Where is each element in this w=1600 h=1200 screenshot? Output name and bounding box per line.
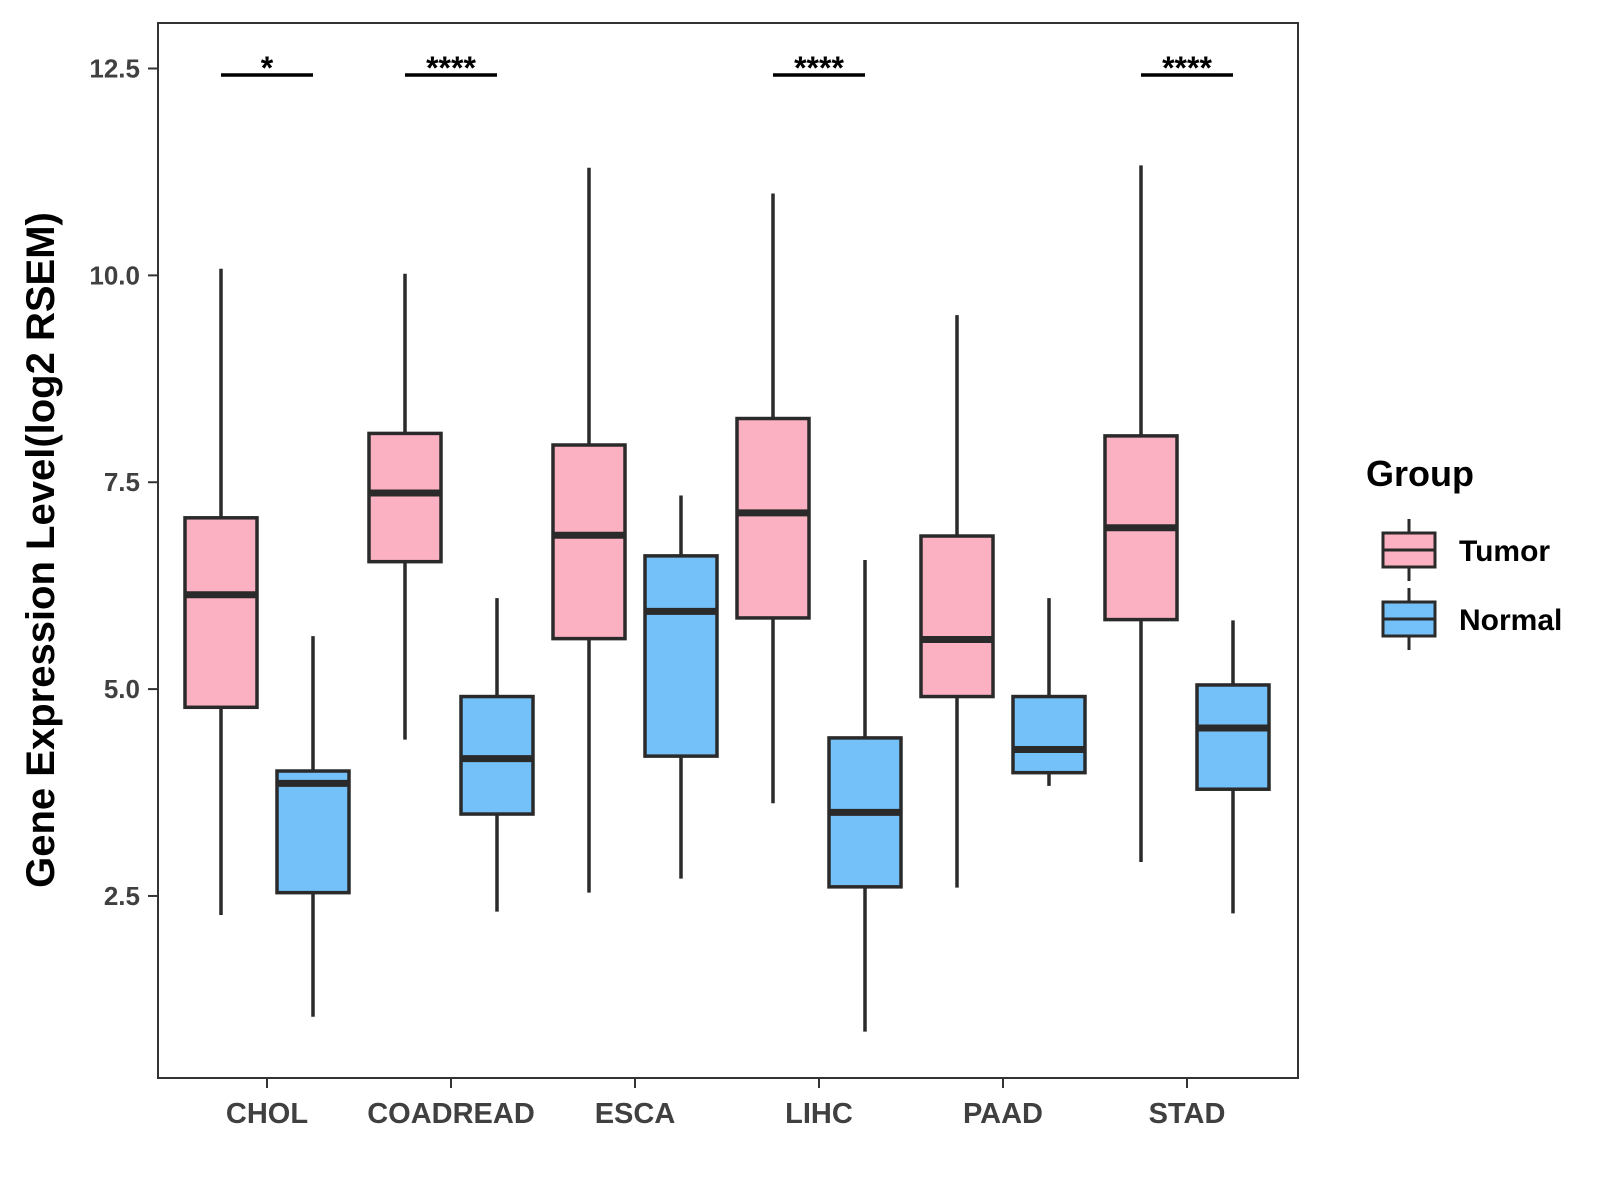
significance-label: ****	[1162, 50, 1212, 86]
box-body	[735, 416, 811, 620]
x-tick-label: PAAD	[963, 1098, 1043, 1130]
box-normal-esca	[643, 495, 719, 879]
significance-label: *	[261, 50, 274, 86]
y-axis-title: Gene Expression Level(log2 RSEM)	[19, 212, 63, 888]
y-tick-label: 10.0	[89, 260, 140, 290]
significance-chol: *	[221, 50, 313, 86]
box-tumor-paad	[919, 315, 995, 888]
box-normal-chol	[275, 636, 351, 1017]
y-tick-label: 7.5	[104, 467, 140, 497]
box-normal-lihc	[827, 560, 903, 1032]
y-tick-label: 5.0	[104, 674, 140, 704]
y-tick-label: 2.5	[104, 881, 140, 911]
box-body	[183, 516, 259, 710]
panel-border	[157, 22, 1299, 1079]
legend-label: Tumor	[1459, 535, 1550, 568]
box-body	[643, 554, 719, 758]
legend-title: Group	[1366, 453, 1474, 494]
significance-stad: ****	[1141, 50, 1233, 86]
legend: Group Tumor Normal	[1366, 453, 1562, 650]
box-layer	[183, 165, 1271, 1032]
significance-layer: * **** **** ****	[221, 50, 1233, 86]
y-tick-label: 12.5	[89, 54, 140, 84]
x-tick-label: LIHC	[785, 1098, 853, 1130]
significance-label: ****	[426, 50, 476, 86]
legend-label: Normal	[1459, 604, 1562, 637]
x-tick-label: COADREAD	[367, 1098, 535, 1130]
box-normal-stad	[1195, 620, 1271, 914]
x-axis: CHOL COADREAD ESCA LIHC PAAD STAD	[226, 1078, 1225, 1130]
box-normal-coadread	[459, 598, 535, 912]
x-tick-label: CHOL	[226, 1098, 308, 1130]
significance-lihc: ****	[773, 50, 865, 86]
box-body	[551, 443, 627, 641]
box-tumor-lihc	[735, 193, 811, 804]
box-tumor-stad	[1103, 165, 1179, 863]
box-body	[1011, 694, 1087, 775]
y-axis: 2.5 5.0 7.5 10.0 12.5	[89, 54, 158, 911]
box-normal-paad	[1011, 598, 1087, 786]
x-tick-label: STAD	[1149, 1098, 1226, 1130]
box-tumor-chol	[183, 268, 259, 915]
box-tumor-coadread	[367, 273, 443, 740]
box-body	[1195, 683, 1271, 791]
significance-label: ****	[794, 50, 844, 86]
legend-item-normal: Normal	[1381, 588, 1562, 650]
x-tick-label: ESCA	[595, 1098, 676, 1130]
significance-coadread: ****	[405, 50, 497, 86]
box-body	[275, 769, 351, 895]
box-body	[367, 431, 443, 564]
box-body	[919, 534, 995, 699]
legend-item-tumor: Tumor	[1381, 519, 1550, 581]
box-tumor-esca	[551, 167, 627, 893]
